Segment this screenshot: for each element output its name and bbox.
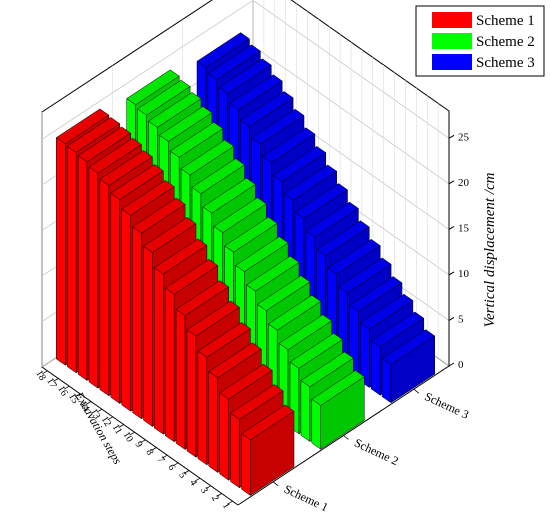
x-tick [42,370,48,375]
x-tick-label: 4 [187,478,199,488]
z-tick-label: 10 [458,268,470,280]
z-tick-label: 0 [458,359,464,371]
x-tick [140,439,146,444]
x-tick [151,447,157,451]
x-tick-label: 8 [143,447,155,457]
z-tick [448,134,455,139]
bar-scheme-1-step-1 [241,404,295,496]
x-tick-label: 9 [133,440,145,450]
x-tick-label: 14 [77,399,92,413]
scheme-tick-label: Scheme 2 [352,436,401,469]
x-tick-label: 6 [165,463,177,473]
z-tick [448,225,455,230]
x-tick-label: 13 [88,407,103,421]
x-tick [129,431,135,436]
scheme-tick [413,388,420,394]
x-tick-label: 15 [66,391,81,405]
x-tick-label: 1 [220,501,232,511]
x-tick-label: 2 [209,493,221,503]
x-tick [53,378,59,382]
z-tick-label: 15 [458,222,470,234]
legend-label-scheme-2: Scheme 2 [476,34,535,50]
x-tick [227,500,233,505]
x-tick-label: 16 [55,384,70,398]
x-tick-label: 11 [110,422,124,436]
x-tick [183,470,190,474]
legend: Scheme 1 Scheme 2 Scheme 3 [415,5,545,77]
z-tick [448,180,455,185]
x-tick [74,393,81,398]
x-tick-label: 12 [99,414,114,428]
scheme-tick-label: Scheme 3 [423,389,472,422]
legend-label-scheme-3: Scheme 3 [476,55,535,71]
z-tick-label: 25 [458,131,470,143]
scheme-tick-label: Scheme 1 [282,482,331,515]
x-tick-label: 7 [154,455,166,465]
z-tick [448,317,455,321]
x-tick [85,401,92,405]
x-tick [118,424,124,428]
x-axis-line [41,366,239,506]
bar-scheme-3-step-1 [381,329,436,404]
bars [55,32,436,496]
x-tick-label: 10 [121,430,136,444]
z-axis-title: Vertical displacement /cm [482,172,498,327]
legend-swatch-scheme-2 [432,33,472,49]
z-tick-label: 5 [458,313,464,325]
x-tick-label: 3 [198,486,210,496]
scheme-tick [272,481,279,487]
scheme-tick [343,435,349,440]
legend-swatch-scheme-1 [432,12,472,28]
legend-swatch-scheme-3 [432,54,472,70]
z-tick [448,362,455,367]
x-tick [172,462,179,467]
x-tick [96,408,103,413]
x-tick [107,416,113,421]
x-tick [64,385,70,390]
x-tick [216,493,222,497]
z-tick [448,271,455,276]
x-tick-label: 18 [33,368,48,382]
x-tick-label: 17 [44,376,59,390]
x-tick-label: 5 [176,470,188,480]
legend-label-scheme-1: Scheme 1 [476,13,535,29]
x-tick [162,454,168,459]
z-tick-label: 20 [458,177,470,189]
x-tick [205,485,211,490]
x-tick [194,477,201,482]
bar-scheme-2-step-1 [311,370,365,450]
